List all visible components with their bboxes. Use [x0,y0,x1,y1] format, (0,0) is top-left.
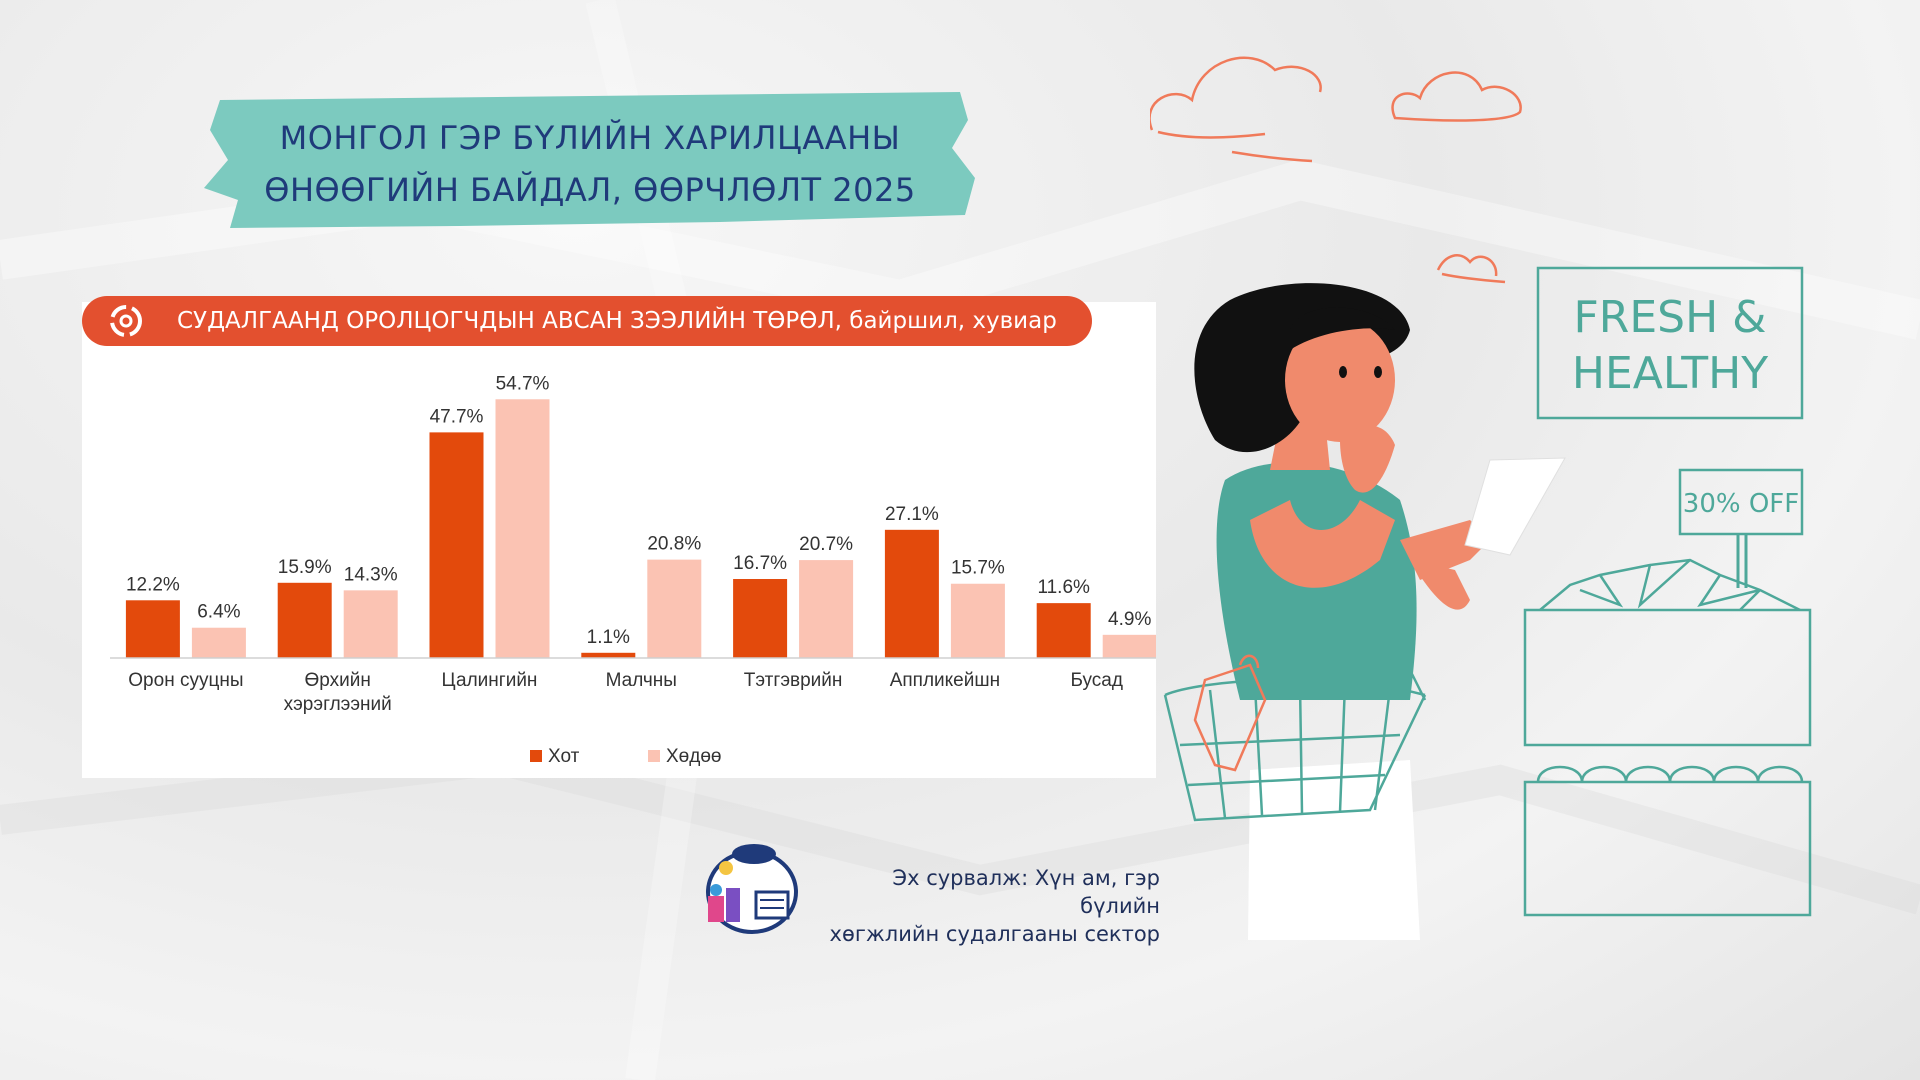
source-block: Эх сурвалж: Хүн ам, гэр бүлийн хөгжлийн … [690,838,1160,946]
bar-khudoo [343,590,398,658]
recycle-logo-icon [110,305,142,337]
bar-khudoo [647,559,702,658]
legend-label: Хөдөө [666,746,721,767]
bar-khudoo [1102,634,1156,658]
family-sector-logo-icon [706,844,798,934]
cloud-icon [1436,254,1506,284]
shopping-woman-illustration: FRESH & HEALTHY 30% OFF [1150,56,1812,940]
bar-khudoo [495,399,550,658]
data-label: 47.7% [430,406,484,427]
cloud-icon [1150,56,1322,163]
data-label: 16.7% [733,553,787,574]
title-banner: МОНГОЛ ГЭР БҮЛИЙН ХАРИЛЦААНЫ ӨНӨӨГИЙН БА… [200,90,980,230]
bar-khot [884,529,939,658]
sign-text-2: HEALTHY [1572,348,1768,399]
data-label: 1.1% [587,627,630,648]
source-line-2: хөгжлийн судалгааны сектор [829,922,1160,946]
price-tag-text: 30% OFF [1683,489,1799,519]
data-label: 20.7% [799,534,853,555]
receipt [1464,457,1566,556]
bottle-icon [1193,654,1267,772]
cloud-icon [1391,71,1522,122]
chart-header: СУДАЛГААНД ОРОЛЦОГЧДЫН АВСАН ЗЭЭЛИЙН ТӨР… [82,296,1092,346]
face [1285,318,1395,442]
category-tick-label: Аппликейшн [890,670,1000,691]
produce-crate [1523,558,1812,747]
data-label: 6.4% [197,602,240,623]
bar-khudoo [950,583,1005,658]
title-line-1: МОНГОЛ ГЭР БҮЛИЙН ХАРИЛЦААНЫ [279,119,901,157]
bar-khot [581,652,636,658]
chart-card [82,302,1156,778]
category-tick-label: Орон сууцны [128,670,243,691]
legend-swatch [530,750,542,762]
data-label: 12.2% [126,574,180,595]
bar-chart: 12.2% 6.4% Орон сууцны 15.9% 14.3% Өрхийн хэрэ… [110,373,1156,767]
sign-text-1: FRESH & [1574,292,1767,343]
bread-crate [1523,765,1812,917]
data-label: 20.8% [647,534,701,555]
bar-khot [733,579,788,658]
bar-khudoo [191,627,246,658]
title-line-2: ӨНӨӨГИЙН БАЙДАЛ, ӨӨРЧЛӨЛТ 2025 [264,171,916,209]
bar-khudoo [799,560,854,658]
legend-label: Хот [548,746,580,767]
data-label: 4.9% [1108,609,1151,630]
data-label: 15.9% [278,557,332,578]
source-line-1: Эх сурвалж: Хүн ам, гэр бүлийн [892,866,1160,918]
hand-chin [1340,425,1395,493]
category-tick-label: Тэтгэврийн [744,670,843,691]
category-tick-label: Бусад [1070,670,1123,691]
category-tick-label: Цалингийн [442,670,538,691]
data-label: 11.6% [1037,577,1090,598]
fresh-healthy-sign [1536,266,1804,420]
bar-khot [125,600,180,658]
bar-khot [1036,603,1091,658]
bar-khot [429,432,484,658]
legend-swatch [648,750,660,762]
woman-figure [1194,283,1566,940]
category-tick-label: хэрэглээний [284,694,392,715]
data-label: 27.1% [885,504,939,525]
bar-khot [277,582,332,658]
chart-header-text: СУДАЛГААНД ОРОЛЦОГЧДЫН АВСАН ЗЭЭЛИЙН ТӨР… [177,308,1057,334]
category-tick-label: Малчны [606,670,677,691]
brush-stroke-background [204,92,975,228]
skirt [1248,760,1420,940]
shopping-basket [1163,669,1427,822]
price-tag [1678,468,1804,536]
category-tick-label: Өрхийн [305,670,371,691]
data-label: 54.7% [496,373,550,394]
data-label: 14.3% [344,564,398,585]
data-label: 15.7% [951,558,1005,579]
